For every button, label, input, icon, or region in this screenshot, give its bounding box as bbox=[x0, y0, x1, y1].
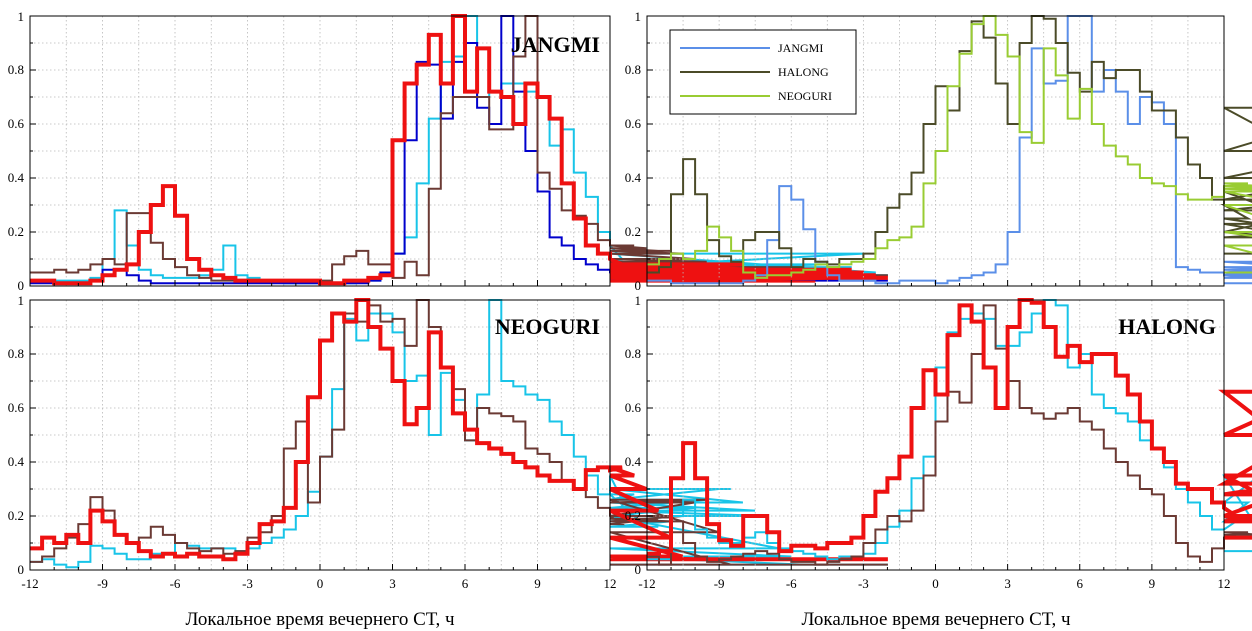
y-tick-label: 0 bbox=[18, 278, 25, 293]
x-tick-label: 3 bbox=[389, 576, 396, 591]
y-tick-label: 0.6 bbox=[625, 400, 642, 415]
x-tick-label: -12 bbox=[21, 576, 38, 591]
x-tick-label: 0 bbox=[932, 576, 939, 591]
series-line-1 bbox=[647, 15, 1252, 285]
panel-title: JANGMI bbox=[511, 32, 600, 57]
x-tick-label: 3 bbox=[1004, 576, 1011, 591]
y-tick-label: 0.6 bbox=[625, 116, 642, 131]
panel-title: HALONG bbox=[1118, 314, 1216, 339]
x-tick-label: -3 bbox=[858, 576, 869, 591]
chart-panel-1: 0 0.2 0.4 0.6 0.8 1 JANGMI bbox=[8, 9, 888, 293]
y-tick-label: 0.8 bbox=[8, 346, 24, 361]
x-tick-label: -6 bbox=[170, 576, 181, 591]
y-tick-label: 0 bbox=[635, 278, 642, 293]
legend-label: JANGMI bbox=[778, 41, 823, 55]
legend-label: HALONG bbox=[778, 65, 829, 79]
y-tick-label: 0.8 bbox=[625, 62, 641, 77]
series-line-3 bbox=[30, 298, 888, 562]
x-tick-label: 12 bbox=[1218, 576, 1231, 591]
x-tick-label: -6 bbox=[786, 576, 797, 591]
y-tick-label: 0.2 bbox=[8, 508, 24, 523]
chart-panel-2: 0 0.2 0.4 0.6 0.8 1 JANGMI HALONG NEOGURI bbox=[625, 9, 1252, 293]
series-line-2 bbox=[647, 304, 1252, 566]
series-line-4 bbox=[30, 14, 888, 286]
x-tick-label: 6 bbox=[462, 576, 469, 591]
x-tick-label: 9 bbox=[534, 576, 541, 591]
x-tick-label: -9 bbox=[97, 576, 108, 591]
x-tick-label: 6 bbox=[1077, 576, 1084, 591]
y-tick-label: 0.4 bbox=[625, 170, 642, 185]
y-tick-label: 0.4 bbox=[8, 454, 25, 469]
y-tick-label: 1 bbox=[635, 293, 642, 308]
y-tick-label: 0.6 bbox=[8, 400, 25, 415]
series-line-3 bbox=[647, 15, 1252, 279]
x-tick-label: 9 bbox=[1149, 576, 1156, 591]
series-line-2 bbox=[30, 299, 888, 566]
y-tick-label: 0.4 bbox=[8, 170, 25, 185]
y-tick-label: 1 bbox=[18, 293, 25, 308]
y-tick-label: 1 bbox=[635, 9, 642, 24]
y-tick-label: 0 bbox=[18, 562, 25, 577]
y-tick-label: 0.2 bbox=[625, 224, 641, 239]
series-line-1 bbox=[647, 299, 1252, 561]
x-tick-label: -9 bbox=[714, 576, 725, 591]
y-tick-label: 0.8 bbox=[8, 62, 24, 77]
series-line-3 bbox=[647, 298, 1252, 556]
x-axis-label: Локальное время вечернего СТ, ч bbox=[185, 609, 454, 630]
chart-panel-4: 0 0.2 0.4 0.6 0.8 1 -12 -9 -6 -3 0 3 6 9 12 Локальное в… bbox=[625, 293, 1252, 630]
y-tick-label: 1 bbox=[18, 9, 25, 24]
panel-title: NEOGURI bbox=[495, 314, 600, 339]
y-tick-label: 0.4 bbox=[625, 454, 642, 469]
x-tick-label: 0 bbox=[317, 576, 324, 591]
y-tick-label: 0.2 bbox=[8, 224, 24, 239]
y-tick-label: 0.6 bbox=[8, 116, 25, 131]
legend: JANGMI HALONG NEOGURI bbox=[669, 29, 857, 115]
y-tick-label: 0.2 bbox=[625, 508, 641, 523]
x-tick-label: -12 bbox=[638, 576, 655, 591]
series-line-2 bbox=[647, 15, 1252, 274]
y-tick-label: 0 bbox=[635, 562, 642, 577]
y-tick-label: 0.8 bbox=[625, 346, 641, 361]
x-tick-label: 12 bbox=[604, 576, 617, 591]
x-axis-label: Локальное время вечернего СТ, ч bbox=[801, 609, 1070, 630]
x-tick-label: -3 bbox=[242, 576, 253, 591]
chart-panel-3: 0 0.2 0.4 0.6 0.8 1 -12 -9 -6 -3 0 3 6 9 12 Локальное в… bbox=[8, 293, 888, 630]
legend-label: NEOGURI bbox=[778, 89, 832, 103]
